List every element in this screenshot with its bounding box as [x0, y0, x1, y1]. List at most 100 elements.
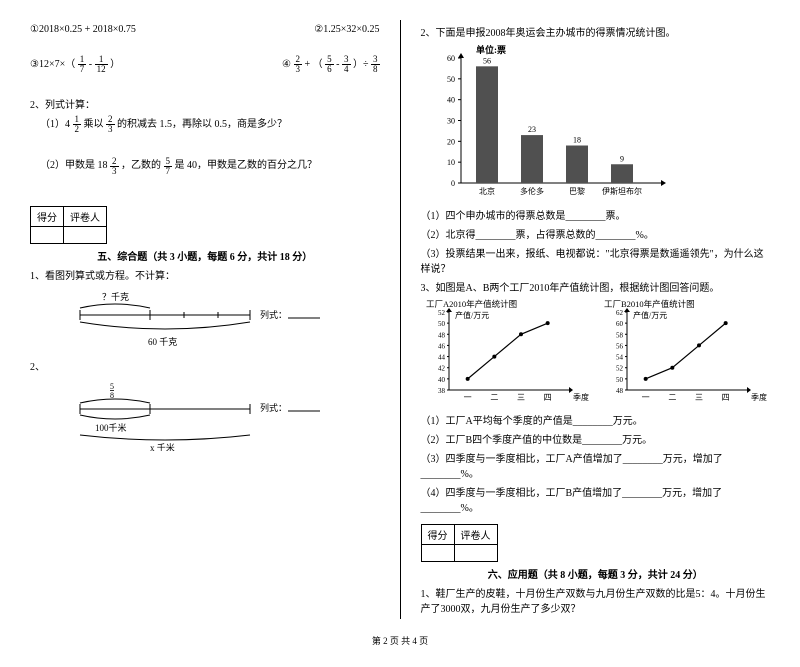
svg-text:季度: 季度: [573, 392, 589, 402]
svg-text:50: 50: [438, 320, 446, 328]
svg-text:产值/万元: 产值/万元: [633, 310, 667, 320]
svg-text:56: 56: [483, 56, 491, 65]
svg-text:50: 50: [616, 376, 624, 384]
sub2: 2、: [30, 358, 380, 373]
q2-1: （1）4 12 乘以 23 的积减去 1.5，再除以 0.5，商是多少？: [40, 115, 380, 134]
svg-text:52: 52: [438, 309, 446, 317]
expr-3: ③12×7×（ 17 - 112 ）: [30, 55, 120, 74]
den: 7: [78, 65, 87, 74]
den: 4: [342, 65, 351, 74]
svg-text:三: 三: [517, 393, 525, 402]
diagram-1: ？千克 60 千克 列式：: [60, 290, 380, 350]
svg-text:三: 三: [695, 393, 703, 402]
page-footer: 第 2 页 共 4 页: [30, 634, 770, 647]
svg-text:工厂B2010年产值统计图: 工厂B2010年产值统计图: [604, 299, 695, 309]
q2-2: （2）甲数是 18 23 ，乙数的 57 是 40，甲数是乙数的百分之几？: [40, 156, 380, 175]
l1: （1）工厂A平均每个季度的产值是________万元。: [421, 412, 771, 427]
frac: 56: [325, 55, 334, 74]
frac: 57: [164, 157, 173, 176]
den: 3: [110, 167, 119, 176]
column-divider: [400, 20, 401, 619]
t: （1）4: [40, 119, 70, 130]
expr-3-post: ）: [110, 59, 120, 70]
frac: 17: [78, 55, 87, 74]
diagram-1-svg: ？千克 60 千克 列式：: [60, 290, 320, 350]
svg-text:四: 四: [721, 393, 729, 402]
svg-text:54: 54: [616, 354, 624, 362]
svg-text:二: 二: [490, 393, 498, 402]
svg-text:10: 10: [447, 158, 455, 167]
marker-cell: [64, 226, 107, 243]
marker-label: 评卷人: [454, 525, 497, 545]
sec5-q1: 1、看图列算式或方程。不计算：: [30, 267, 380, 282]
svg-text:52: 52: [616, 365, 624, 373]
svg-text:20: 20: [447, 137, 455, 146]
marker-label: 评卷人: [64, 206, 107, 226]
svg-text:工厂A2010年产值统计图: 工厂A2010年产值统计图: [426, 299, 517, 309]
marker-cell: [454, 545, 497, 562]
d1-bottom-label: 60 千克: [148, 337, 177, 347]
frac: 34: [342, 55, 351, 74]
d2-mid-label: 100千米: [95, 422, 127, 433]
right-column: 2、下面是申报2008年奥运会主办城市的得票情况统计图。 单位:票0102030…: [421, 20, 771, 619]
r-q2-title: 2、下面是申报2008年奥运会主办城市的得票情况统计图。: [421, 24, 771, 39]
svg-text:48: 48: [616, 387, 624, 395]
t: 是 40，甲数是乙数的百分之几？: [175, 160, 318, 171]
svg-text:60: 60: [616, 320, 624, 328]
svg-text:42: 42: [438, 365, 446, 373]
section-5-title: 五、综合题（共 3 小题，每题 6 分，共计 18 分）: [30, 248, 380, 263]
frac: 23: [106, 115, 115, 134]
r2: （2）北京得________票，占得票总数的________%。: [421, 226, 771, 241]
l2: （2）工厂B四个季度产值的中位数是________万元。: [421, 431, 771, 446]
section-6-title: 六、应用题（共 8 小题，每题 3 分，共计 24 分）: [421, 566, 771, 581]
svg-text:二: 二: [668, 393, 676, 402]
frac: 12: [73, 115, 82, 134]
score-table: 得分 评卷人: [30, 206, 107, 244]
expr-4: ④ 23 + （ 56 - 34 ）÷ 38: [282, 55, 379, 74]
svg-text:48: 48: [438, 331, 446, 339]
l4: （4）四季度与一季度相比，工厂B产值增加了________万元，增加了_____…: [421, 484, 771, 514]
t: ，乙数的: [121, 160, 161, 171]
svg-text:40: 40: [447, 96, 455, 105]
svg-text:38: 38: [438, 387, 446, 395]
r-q3-title: 3、如图是A、B两个工厂2010年产值统计图，根据统计图回答问题。: [421, 279, 771, 294]
svg-text:一: 一: [463, 393, 471, 402]
t: ）÷: [353, 59, 369, 70]
line-chart-b: 工厂B2010年产值统计图产值/万元4850525456586062一二三四季度: [599, 298, 769, 408]
bar-chart: 单位:票010203040506056北京23多伦多18巴黎9伊斯坦布尔: [421, 43, 681, 203]
svg-text:40: 40: [438, 376, 446, 384]
t: 的积减去 1.5，再除以 0.5，商是多少？: [117, 119, 287, 130]
svg-text:伊斯坦布尔: 伊斯坦布尔: [602, 186, 642, 196]
den: 3: [106, 125, 115, 134]
t: （2）甲数是 18: [40, 160, 108, 171]
svg-text:18: 18: [573, 136, 581, 145]
svg-text:44: 44: [438, 354, 446, 362]
den: 6: [325, 65, 334, 74]
t: + （: [305, 59, 323, 70]
r3: （3）投票结果一出来，报纸、电视都说："北京得票是数遥遥领先"，为什么这样说？: [421, 245, 771, 275]
t: ④: [282, 59, 291, 70]
score-cell: [31, 226, 64, 243]
svg-text:0: 0: [451, 179, 455, 188]
den: 2: [73, 125, 82, 134]
d2-side-label: 列式：: [260, 402, 287, 413]
d1-top-label: ？千克: [102, 292, 129, 302]
sec6-q1: 1、鞋厂生产的皮鞋，十月份生产双数与九月份生产双数的比是5：4。十月份生产了30…: [421, 585, 771, 615]
r1: （1）四个申办城市的得票总数是________票。: [421, 207, 771, 222]
l3: （3）四季度与一季度相比，工厂A产值增加了________万元，增加了_____…: [421, 450, 771, 480]
d1-side-label: 列式：: [260, 309, 287, 320]
frac: 23: [294, 55, 303, 74]
left-column: ①2018×0.25 + 2018×0.75 ②1.25×32×0.25 ③12…: [30, 20, 380, 619]
svg-text:62: 62: [616, 309, 624, 317]
score-cell: [421, 545, 454, 562]
d2-bottom-label: x 千米: [150, 442, 175, 451]
svg-text:巴黎: 巴黎: [569, 186, 585, 196]
svg-text:北京: 北京: [479, 186, 495, 196]
svg-text:50: 50: [447, 75, 455, 84]
q2-title: 2、列式计算：: [30, 96, 380, 111]
line-chart-a: 工厂A2010年产值统计图产值/万元3840424446485052一二三四季度: [421, 298, 591, 408]
svg-text:一: 一: [641, 393, 649, 402]
den: 8: [371, 65, 380, 74]
diagram-2-svg: 5 8 100千米 x 千米 列式：: [60, 381, 320, 451]
frac: 23: [110, 157, 119, 176]
